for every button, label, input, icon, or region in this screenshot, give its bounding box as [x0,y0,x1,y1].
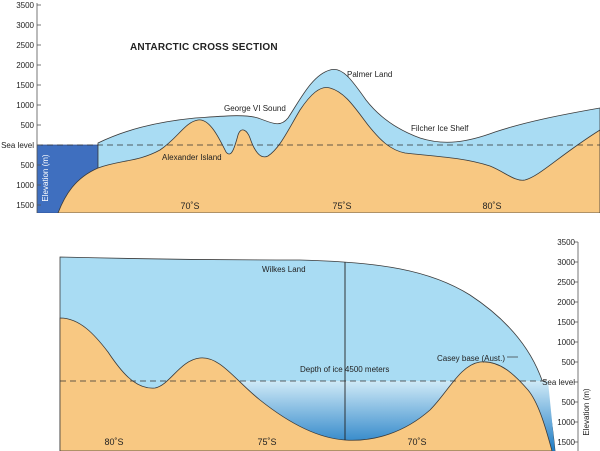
top-panel: 3500 3000 2500 2000 1500 1000 500 Sea level 500 1… [1,1,600,213]
bottom-latitude-80: 80˚S [104,437,123,447]
top-ticks-label-8: 500 [21,161,35,170]
bottom-ticks-label-7: Sea level [542,378,575,387]
top-ticks-label-5: 1000 [16,101,34,110]
top-latitude-75: 75˚S [332,201,351,211]
top-ticks-label-0: 3500 [16,1,34,10]
bottom-latitude-75: 75˚S [257,437,276,447]
top-ticks-label-6: 500 [21,121,35,130]
label-wilkes-land: Wilkes Land [262,265,306,274]
top-latitude-70: 70˚S [180,201,199,211]
diagram-title: ANTARCTIC CROSS SECTION [130,42,278,53]
bottom-bedrock [59,317,553,451]
top-ticks-label-9: 1000 [16,181,34,190]
top-elevation-axis-label: Elevation (m) [41,154,50,201]
label-depth-of-ice: Depth of ice 4500 meters [300,365,389,374]
bottom-ticks-label-2: 2500 [557,278,575,287]
bottom-ticks-label-1: 3000 [557,258,575,267]
top-ticks-label-1: 3000 [16,21,34,30]
label-casey-base: Casey base (Aust.) [437,354,505,363]
bottom-ticks-label-4: 1500 [557,318,575,327]
bottom-ticks-label-10: 1500 [557,438,575,447]
top-elevation-ticks: 3500 3000 2500 2000 1500 1000 500 Sea level 500 1… [1,1,41,210]
bottom-latitude-70: 70˚S [407,437,426,447]
top-bedrock [57,87,600,213]
bottom-panel: 3500 3000 2500 2000 1500 1000 500 Sea level 500 1… [59,238,591,451]
bottom-ticks-label-8: 500 [562,398,576,407]
top-ticks-label-4: 1500 [16,81,34,90]
top-ticks-label-10: 1500 [16,201,34,210]
bottom-elevation-ticks: 3500 3000 2500 2000 1500 1000 500 Sea level 500 1… [542,238,578,447]
top-ticks-label-3: 2000 [16,61,34,70]
label-alexander-island: Alexander Island [162,153,222,162]
label-filcher-ice-shelf: Filcher Ice Shelf [411,124,469,133]
bottom-ticks-label-6: 500 [562,358,576,367]
label-george-vi-sound: George VI Sound [224,104,286,113]
label-palmer-land: Palmer Land [347,70,392,79]
bottom-ticks-label-9: 1000 [557,418,575,427]
bottom-elevation-axis-label: Elevation (m) [582,388,591,435]
top-ticks-label-7: Sea level [1,141,34,150]
bottom-ticks-label-3: 2000 [557,298,575,307]
top-ticks-label-2: 2500 [16,41,34,50]
bottom-ticks-label-0: 3500 [557,238,575,247]
bottom-ticks-label-5: 1000 [557,338,575,347]
top-latitude-80: 80˚S [482,201,501,211]
